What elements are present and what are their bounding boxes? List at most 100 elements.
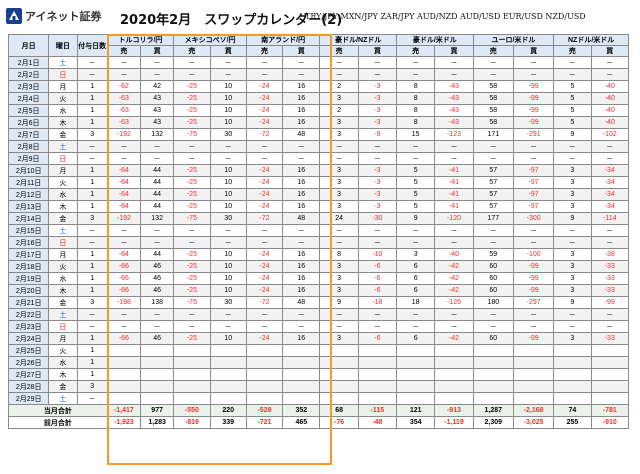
swap-value-cell: 3 [319, 188, 359, 201]
swap-value-cell: -300 [512, 212, 555, 225]
date-cell: 2月12日 [7, 188, 50, 201]
swap-value-cell: － [590, 140, 630, 153]
swap-value-cell: -24 [245, 200, 284, 213]
swap-value-cell [553, 368, 592, 381]
weekday-cell: 土 [48, 392, 78, 405]
swap-value-cell: -38 [590, 248, 630, 261]
total-value-cell: -781 [590, 404, 630, 417]
swap-value-cell: -3 [357, 188, 398, 201]
date-cell: 2月1日 [7, 56, 50, 69]
buy-column-header: 買 [434, 45, 474, 57]
buy-column-header: 買 [357, 45, 398, 57]
total-value-cell: 465 [282, 416, 321, 429]
table-row: 2月15日土－－－－－－－－－－－－－－－ [7, 224, 630, 237]
date-cell: 2月29日 [7, 392, 50, 405]
days-cell: － [76, 224, 108, 237]
swap-value-cell: － [357, 236, 398, 249]
swap-value-cell: -24 [245, 104, 284, 117]
days-cell: 1 [76, 284, 108, 297]
swap-value-cell: － [553, 308, 592, 321]
swap-value-cell [396, 368, 436, 381]
swap-value-cell [140, 356, 175, 369]
swap-value-cell: 3 [553, 260, 592, 273]
swap-value-cell: -123 [434, 128, 474, 141]
swap-value-cell: -120 [434, 212, 474, 225]
swap-value-cell [282, 356, 321, 369]
swap-value-cell: 58 [472, 92, 514, 105]
days-cell: 1 [76, 116, 108, 129]
swap-value-cell [209, 368, 247, 381]
swap-value-cell: － [512, 236, 555, 249]
swap-value-cell: － [209, 224, 247, 237]
swap-value-cell: 16 [282, 272, 321, 285]
swap-value-cell [245, 356, 284, 369]
swap-value-cell: -3 [357, 116, 398, 129]
swap-value-cell [106, 368, 142, 381]
swap-value-cell: 46 [140, 332, 175, 345]
swap-value-cell [512, 344, 555, 357]
total-value-cell: -48 [357, 416, 398, 429]
table-row: 2月20日木 1 -66 46 -25 10 -24 16 3 -6 6 -42 60 -99 3 -33 [7, 284, 630, 297]
weekday-cell: 木 [48, 116, 78, 129]
swap-value-cell: -6 [357, 332, 398, 345]
swap-value-cell: 3 [553, 272, 592, 285]
swap-value-cell [553, 392, 592, 405]
weekday-column-header: 曜日 [48, 34, 78, 57]
pair-header: 豪ドル/米ドル [396, 34, 474, 46]
swap-value-cell: － [173, 68, 211, 81]
swap-value-cell: － [245, 308, 284, 321]
table-row: 2月13日木 1 -64 44 -25 10 -24 16 3 -3 5 -41 57 -97 3 -34 [7, 200, 630, 213]
swap-value-cell: -291 [512, 128, 555, 141]
swap-value-cell: － [396, 308, 436, 321]
days-cell: 1 [76, 92, 108, 105]
swap-value-cell: － [140, 236, 175, 249]
swap-value-cell: 60 [472, 272, 514, 285]
days-cell: 1 [76, 344, 108, 357]
buy-column-header: 買 [590, 45, 630, 57]
swap-value-cell: 5 [396, 200, 436, 213]
swap-value-cell: -99 [590, 296, 630, 309]
swap-value-cell: 46 [140, 284, 175, 297]
swap-value-cell: － [209, 56, 247, 69]
swap-value-cell: － [434, 308, 474, 321]
swap-value-cell [282, 380, 321, 393]
swap-value-cell [512, 380, 555, 393]
swap-value-cell: － [396, 68, 436, 81]
swap-value-cell: -24 [245, 80, 284, 93]
weekday-cell: 木 [48, 368, 78, 381]
date-cell: 2月10日 [7, 164, 50, 177]
swap-value-cell: 18 [396, 296, 436, 309]
swap-value-cell [434, 392, 474, 405]
swap-value-cell: -25 [173, 272, 211, 285]
swap-value-cell [140, 368, 175, 381]
swap-value-cell: -192 [106, 128, 142, 141]
swap-value-cell: 48 [282, 128, 321, 141]
swap-value-cell: － [106, 320, 142, 333]
swap-value-cell [319, 392, 359, 405]
pair-header: メキシコペソ/円 [173, 34, 247, 46]
swap-value-cell: 16 [282, 116, 321, 129]
table-row: 2月16日日－－－－－－－－－－－－－－－ [7, 236, 630, 249]
swap-value-cell: -34 [590, 188, 630, 201]
swap-value-cell: -41 [434, 176, 474, 189]
date-cell: 2月9日 [7, 152, 50, 165]
swap-value-cell: 3 [553, 176, 592, 189]
page-title: 2020年2月 スワップカレンダー(2) [120, 13, 343, 28]
swap-value-cell: -63 [106, 104, 142, 117]
swap-value-cell: -24 [245, 188, 284, 201]
swap-value-cell: － [472, 152, 514, 165]
swap-value-cell: -40 [590, 92, 630, 105]
table-row: 2月8日土－－－－－－－－－－－－－－－ [7, 140, 630, 153]
swap-value-cell: -24 [245, 260, 284, 273]
buy-column-header: 買 [209, 45, 247, 57]
swap-value-cell: -72 [245, 212, 284, 225]
swap-value-cell: 24 [319, 212, 359, 225]
swap-value-cell: － [245, 224, 284, 237]
weekday-cell: 水 [48, 272, 78, 285]
weekday-cell: 日 [48, 68, 78, 81]
swap-value-cell: 16 [282, 200, 321, 213]
swap-value-cell: 6 [396, 332, 436, 345]
swap-value-cell: 44 [140, 188, 175, 201]
total-value-cell: 74 [553, 404, 592, 417]
swap-value-cell [319, 356, 359, 369]
